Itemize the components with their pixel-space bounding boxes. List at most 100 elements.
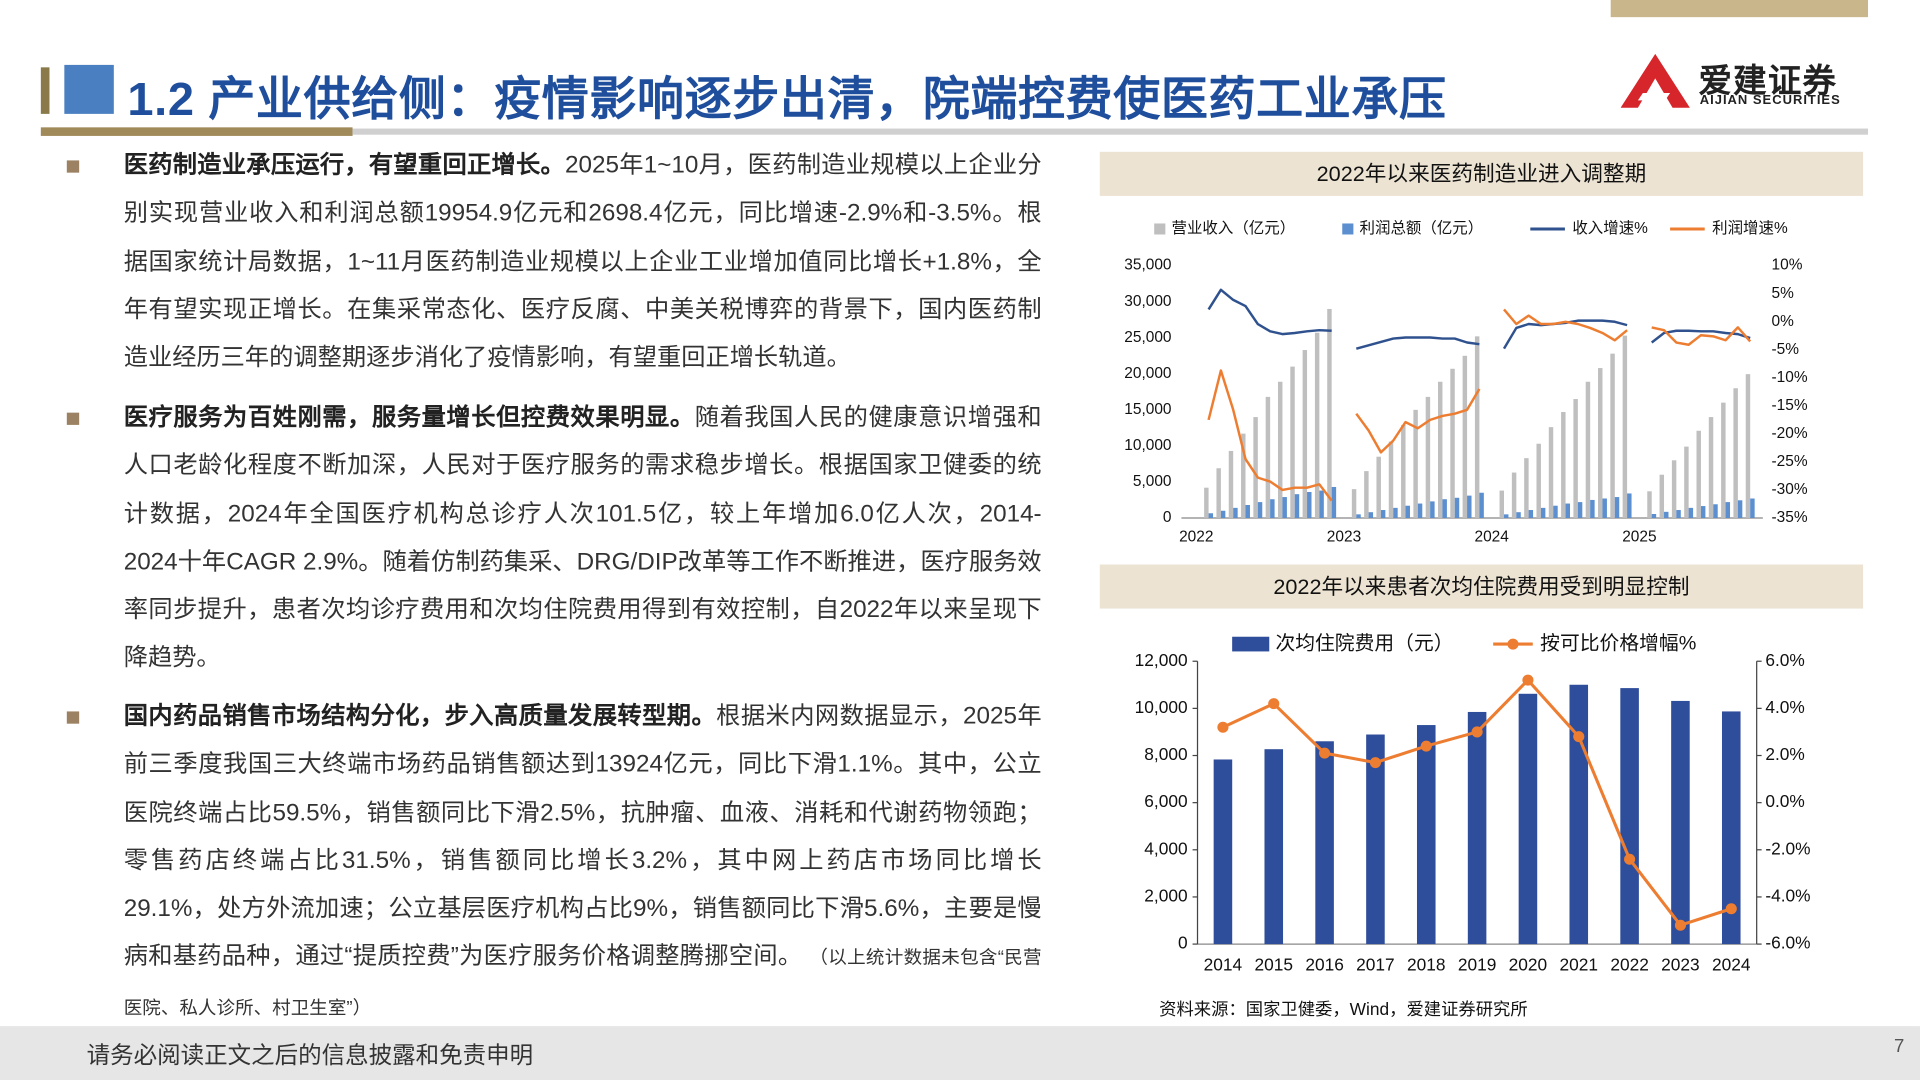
legend-swatch bbox=[1507, 638, 1519, 650]
y-tick-label: 4,000 bbox=[1144, 838, 1187, 858]
y2-tick-label: -20% bbox=[1772, 425, 1808, 442]
bar bbox=[1368, 512, 1374, 518]
bar bbox=[1366, 734, 1385, 945]
bullet-lead: 医疗服务为百姓刚需，服务量增长但控费效果明显。 bbox=[123, 404, 695, 432]
bar bbox=[1713, 504, 1718, 518]
bullet: 医疗服务为百姓刚需，服务量增长但控费效果明显。随着我国人民的健康意识增强和人口老… bbox=[124, 394, 1042, 683]
bar bbox=[1356, 514, 1361, 518]
bar bbox=[1590, 499, 1595, 518]
y-tick-label: 20,000 bbox=[1124, 365, 1171, 382]
line-marker bbox=[1319, 747, 1331, 759]
x-tick-label: 2022 bbox=[1179, 529, 1213, 546]
line-marker bbox=[1217, 721, 1229, 733]
bar bbox=[1216, 468, 1221, 518]
bar bbox=[1388, 441, 1394, 518]
bullet: 国内药品销售市场结构分化，步入高质量发展转型期。根据米内网数据显示，2025年前… bbox=[124, 693, 1042, 1032]
x-tick-label: 2017 bbox=[1356, 955, 1395, 975]
source-note: 资料来源：国家卫健委，Wind，爱建证券研究所 bbox=[1159, 999, 1528, 1019]
bar bbox=[1700, 506, 1706, 518]
bar bbox=[1569, 684, 1589, 945]
bar bbox=[1467, 711, 1487, 945]
y-tick-label: 35,000 bbox=[1124, 257, 1171, 274]
bar bbox=[1614, 497, 1620, 518]
bar bbox=[1401, 424, 1406, 518]
bullet-note: （以上统计数据未包含“民营医院、私人诊所、村卫生室”） bbox=[123, 948, 1042, 1019]
bar bbox=[1302, 350, 1308, 518]
legend-swatch bbox=[1232, 636, 1270, 652]
y-tick-label: 30,000 bbox=[1124, 293, 1171, 310]
bar bbox=[1454, 497, 1460, 518]
x-tick-label: 2024 bbox=[1474, 529, 1509, 546]
bar bbox=[1213, 759, 1233, 945]
bar bbox=[1416, 725, 1436, 945]
y2-tick-label: -30% bbox=[1772, 481, 1808, 498]
y-tick-label: 6,000 bbox=[1144, 791, 1187, 811]
bullet-body: 2025年1~10月，医药制造业规模以上企业分别实现营业收入和利润总额19954… bbox=[123, 151, 1042, 372]
bar bbox=[1257, 502, 1263, 518]
x-tick-label: 2019 bbox=[1458, 955, 1497, 975]
y2-tick-label: -5% bbox=[1772, 341, 1800, 358]
bar bbox=[1208, 513, 1214, 518]
bar bbox=[1294, 494, 1300, 518]
bar bbox=[1241, 433, 1246, 518]
bar bbox=[1462, 355, 1468, 518]
bar bbox=[1721, 402, 1726, 518]
bar bbox=[1233, 507, 1238, 518]
divider-accent bbox=[40, 127, 353, 136]
bar bbox=[1327, 308, 1332, 518]
bar bbox=[1518, 693, 1538, 945]
x-tick-label: 2023 bbox=[1661, 955, 1700, 975]
bar bbox=[1307, 492, 1312, 518]
divider bbox=[352, 128, 1869, 135]
y-tick-label: 5,000 bbox=[1133, 473, 1172, 490]
bar bbox=[1659, 474, 1665, 518]
bar bbox=[1467, 495, 1472, 518]
bar bbox=[1573, 399, 1578, 518]
footer-disclaimer: 请务必阅读正文之后的信息披露和免责申明 bbox=[86, 1043, 534, 1069]
bar bbox=[1393, 507, 1398, 518]
bar bbox=[1620, 688, 1639, 945]
bar bbox=[1376, 456, 1381, 518]
bar bbox=[1745, 374, 1751, 518]
bar bbox=[1708, 417, 1714, 518]
bar bbox=[1270, 499, 1275, 518]
bullet-marker bbox=[66, 711, 80, 724]
bar bbox=[1577, 502, 1583, 518]
bar bbox=[1684, 446, 1689, 518]
bar bbox=[1314, 332, 1320, 518]
logo-text: 爱建证券 bbox=[1698, 62, 1838, 100]
bar bbox=[1319, 490, 1324, 518]
x-tick-label: 2023 bbox=[1327, 529, 1361, 546]
bullet: 医药制造业承压运行，有望重回正增长。2025年1~10月，医药制造业规模以上企业… bbox=[124, 142, 1042, 383]
bar bbox=[1671, 460, 1677, 518]
y-tick-label: 12,000 bbox=[1135, 650, 1188, 670]
bar bbox=[1536, 443, 1541, 518]
y2-tick-label: 2.0% bbox=[1765, 744, 1804, 764]
y-tick-label: 2,000 bbox=[1144, 886, 1187, 906]
bar bbox=[1651, 513, 1657, 518]
bar bbox=[1277, 381, 1283, 518]
bullet-marker bbox=[66, 160, 80, 173]
line-marker bbox=[1268, 698, 1280, 710]
bar bbox=[1725, 502, 1731, 518]
bar bbox=[1228, 450, 1234, 518]
bar bbox=[1548, 427, 1554, 518]
line bbox=[1207, 308, 1752, 502]
bar bbox=[1499, 490, 1505, 518]
bar bbox=[1553, 505, 1558, 518]
slide-title: 1.2 产业供给侧：疫情影响逐步出清，院端控费使医药工业承压 bbox=[127, 74, 1447, 127]
bar bbox=[1290, 366, 1295, 518]
y2-tick-label: -15% bbox=[1772, 397, 1808, 414]
bar bbox=[1220, 510, 1226, 518]
y2-tick-label: -10% bbox=[1772, 369, 1808, 386]
x-tick-label: 2024 bbox=[1712, 955, 1751, 975]
line-marker bbox=[1471, 726, 1483, 738]
bar bbox=[1647, 491, 1652, 518]
bar bbox=[1315, 741, 1334, 945]
y-tick-label: 10,000 bbox=[1135, 697, 1188, 717]
top-accent bbox=[1610, 0, 1869, 18]
y2-tick-label: -2.0% bbox=[1765, 838, 1810, 858]
y-tick-label: 25,000 bbox=[1124, 329, 1171, 346]
bar bbox=[1610, 353, 1615, 518]
